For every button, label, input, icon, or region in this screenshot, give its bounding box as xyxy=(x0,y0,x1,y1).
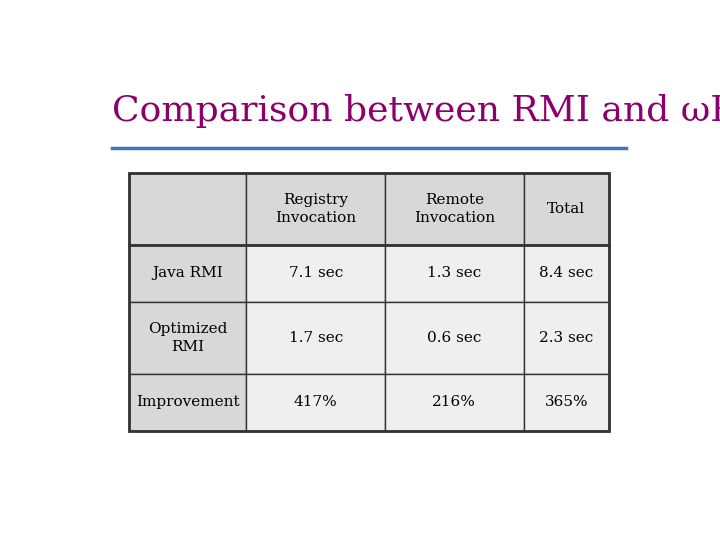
Text: 2.3 sec: 2.3 sec xyxy=(539,331,593,345)
Text: 7.1 sec: 7.1 sec xyxy=(289,266,343,280)
Bar xyxy=(385,302,523,374)
Bar xyxy=(129,302,246,374)
Text: 0.6 sec: 0.6 sec xyxy=(427,331,482,345)
Text: 1.3 sec: 1.3 sec xyxy=(427,266,482,280)
Bar xyxy=(523,374,609,431)
Bar xyxy=(523,302,609,374)
Text: 216%: 216% xyxy=(433,395,476,409)
Bar xyxy=(246,173,385,245)
Text: 1.7 sec: 1.7 sec xyxy=(289,331,343,345)
Bar xyxy=(129,173,246,245)
Bar xyxy=(246,245,385,302)
Bar xyxy=(523,245,609,302)
Text: Optimized
RMI: Optimized RMI xyxy=(148,322,228,354)
Text: Comparison between RMI and ωRMI: Comparison between RMI and ωRMI xyxy=(112,94,720,128)
Text: 8.4 sec: 8.4 sec xyxy=(539,266,593,280)
Text: Remote
Invocation: Remote Invocation xyxy=(414,193,495,225)
Bar xyxy=(385,374,523,431)
Text: Registry
Invocation: Registry Invocation xyxy=(275,193,356,225)
Text: Improvement: Improvement xyxy=(136,395,240,409)
Bar xyxy=(129,245,246,302)
Bar xyxy=(246,374,385,431)
Text: 365%: 365% xyxy=(544,395,588,409)
Bar xyxy=(385,245,523,302)
Text: Java RMI: Java RMI xyxy=(153,266,223,280)
Bar xyxy=(246,302,385,374)
Bar xyxy=(385,173,523,245)
Bar xyxy=(523,173,609,245)
Bar xyxy=(129,173,609,431)
Text: Total: Total xyxy=(547,202,585,216)
Text: 417%: 417% xyxy=(294,395,338,409)
Bar xyxy=(129,374,246,431)
